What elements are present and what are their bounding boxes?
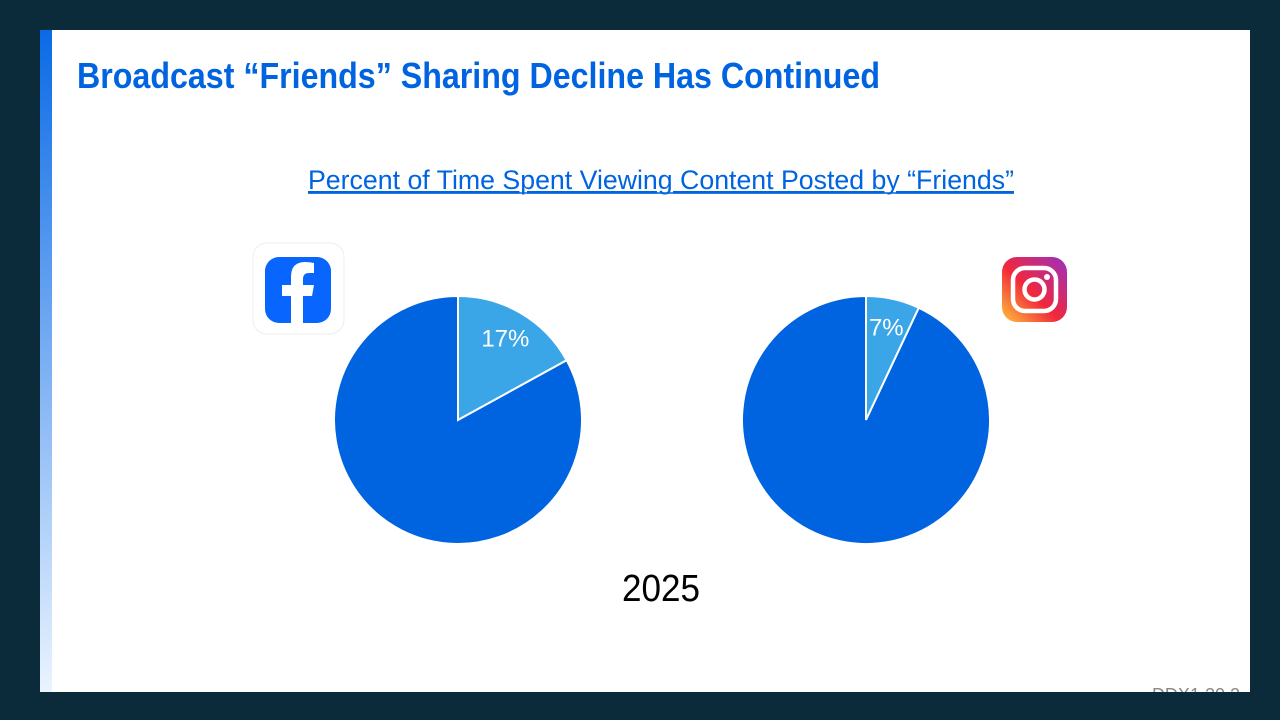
accent-bar <box>40 30 52 692</box>
slide-background <box>40 30 1250 692</box>
year-caption: 2025 <box>622 568 700 610</box>
pie-slice <box>741 294 991 545</box>
charts: 17% 7% <box>333 294 991 545</box>
pie-slice <box>333 294 583 545</box>
pie-slice <box>457 294 569 422</box>
footer-clip: DDX1.20.2 <box>1152 685 1240 705</box>
footer-code: DDX1.20.2 <box>1152 685 1240 705</box>
slice-label: 17% <box>481 325 529 352</box>
instagram-icon <box>1002 257 1067 322</box>
facebook-icon <box>252 242 345 335</box>
slice-label: 7% <box>869 315 904 342</box>
slide-title: Broadcast “Friends” Sharing Decline Has … <box>77 55 880 96</box>
chart-subtitle: Percent of Time Spent Viewing Content Po… <box>308 165 1014 195</box>
